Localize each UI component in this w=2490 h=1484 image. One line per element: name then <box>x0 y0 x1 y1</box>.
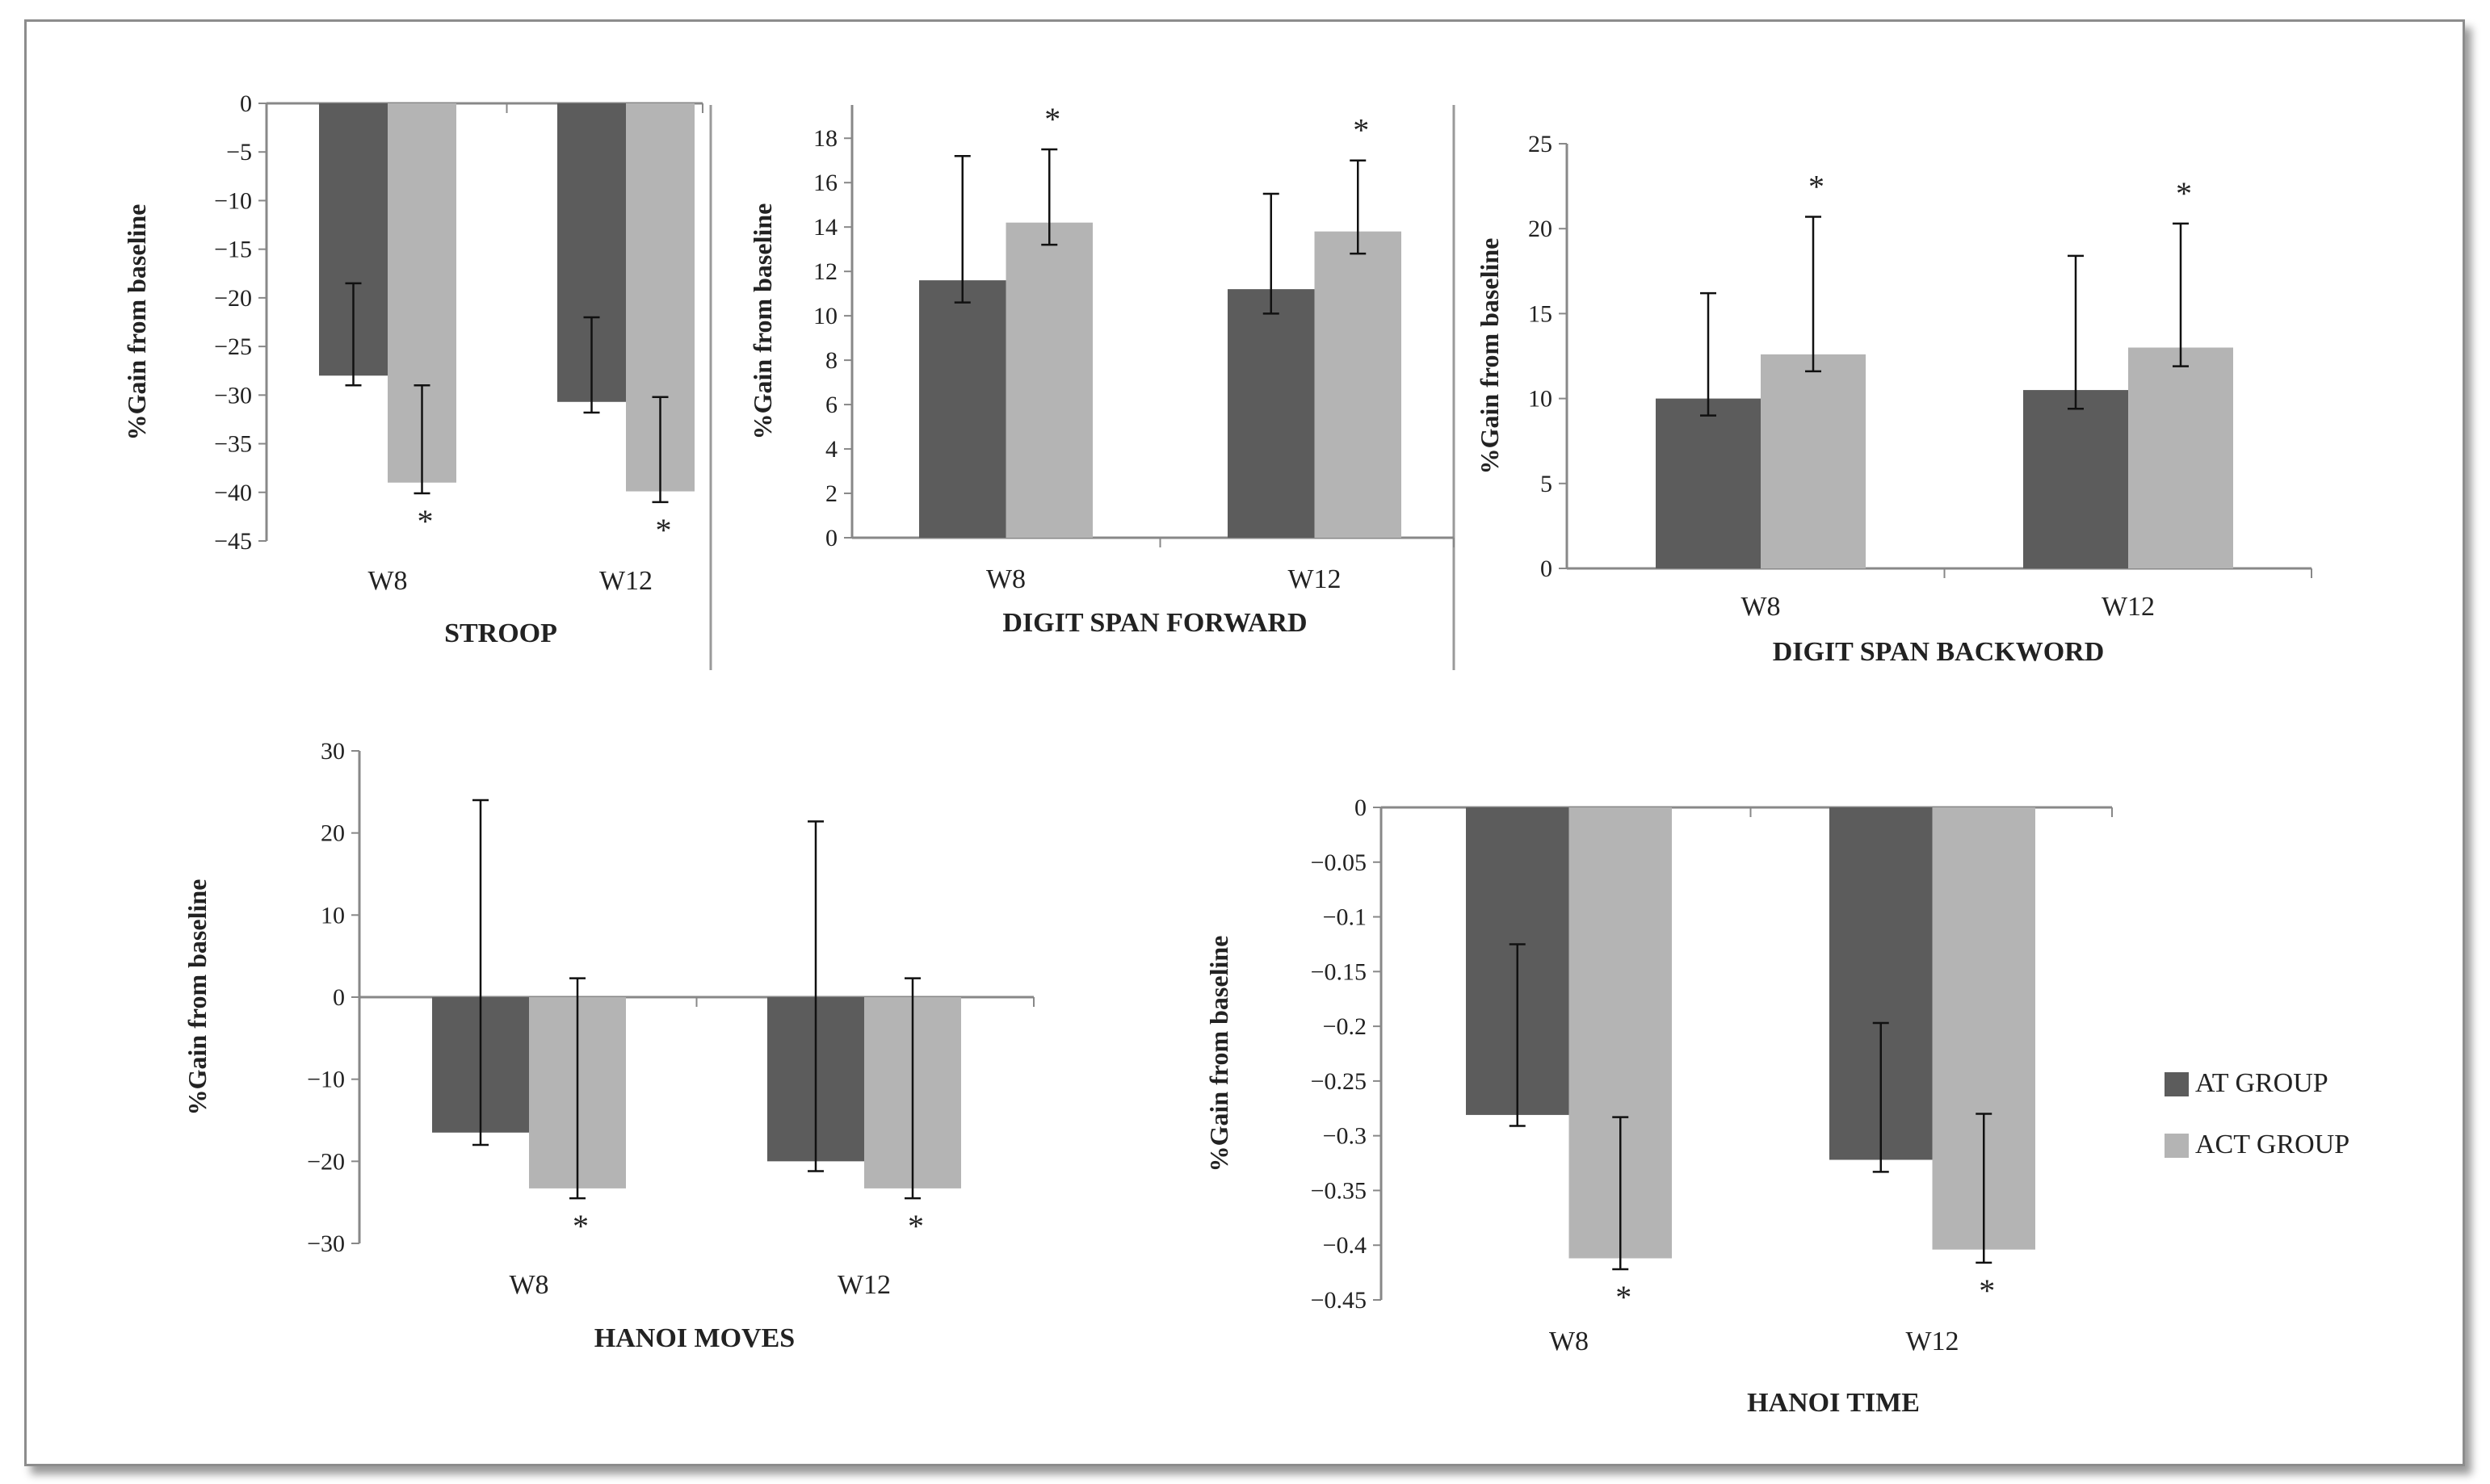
bar <box>1761 354 1866 568</box>
x-category-label: W8 <box>986 564 1026 594</box>
y-tick-label: 2 <box>825 480 838 507</box>
y-tick-label: 15 <box>1528 300 1552 327</box>
bar <box>919 280 1006 538</box>
y-tick-label: 20 <box>321 820 345 847</box>
y-tick-label: 0 <box>825 525 838 551</box>
x-category-label: W8 <box>1740 592 1780 622</box>
y-tick-label: −40 <box>214 480 252 506</box>
y-tick-label: 5 <box>1540 471 1552 497</box>
y-tick-label: 0 <box>333 984 345 1011</box>
bar <box>1314 231 1401 538</box>
significance-star: * <box>1353 112 1369 149</box>
y-tick-label: 14 <box>813 214 838 241</box>
significance-star: * <box>2176 175 2192 212</box>
y-tick-label: −0.25 <box>1311 1068 1367 1095</box>
chart-title: DIGIT SPAN FORWARD <box>1002 608 1307 638</box>
y-tick-label: 10 <box>813 303 838 329</box>
x-category-label: W8 <box>509 1270 548 1300</box>
significance-star: * <box>908 1208 924 1244</box>
chart-title: HANOI MOVES <box>594 1323 795 1353</box>
bar <box>1006 222 1093 538</box>
y-tick-label: −10 <box>214 187 252 214</box>
y-tick-label: 18 <box>813 125 838 152</box>
y-tick-label: 10 <box>1528 386 1552 413</box>
y-tick-label: −0.4 <box>1323 1232 1367 1259</box>
significance-star: * <box>1808 168 1824 204</box>
y-tick-label: −30 <box>214 382 252 409</box>
significance-star: * <box>573 1208 589 1244</box>
x-category-label: W12 <box>599 566 653 596</box>
y-axis-label: %Gain from baseline <box>122 204 151 441</box>
y-axis-label: %Gain from baseline <box>1204 936 1233 1172</box>
legend: AT GROUP ACT GROUP <box>2165 1068 2349 1159</box>
y-tick-label: 6 <box>825 392 838 418</box>
significance-star: * <box>1979 1272 1995 1309</box>
y-tick-label: 10 <box>321 902 345 929</box>
x-category-label: W12 <box>2102 592 2155 622</box>
significance-star: * <box>656 512 672 548</box>
y-tick-label: −0.15 <box>1311 958 1367 985</box>
y-tick-label: −45 <box>214 528 252 555</box>
y-tick-label: −15 <box>214 237 252 263</box>
y-axis-label: %Gain from baseline <box>1475 238 1504 475</box>
y-tick-label: −0.1 <box>1323 904 1367 931</box>
y-tick-label: 0 <box>1354 794 1367 821</box>
chart-title: HANOI TIME <box>1747 1388 1920 1418</box>
significance-star: * <box>1615 1279 1631 1315</box>
bar <box>2128 347 2233 568</box>
legend-label-at: AT GROUP <box>2195 1068 2328 1098</box>
y-tick-label: 16 <box>813 170 838 196</box>
chart-title: DIGIT SPAN BACKWORD <box>1773 637 2105 667</box>
legend-swatch-at <box>2165 1072 2189 1096</box>
y-tick-label: 0 <box>240 90 252 117</box>
legend-swatch-act <box>2165 1134 2189 1158</box>
x-category-label: W12 <box>1287 564 1341 594</box>
x-category-label: W8 <box>367 566 407 596</box>
x-category-label: W8 <box>1549 1327 1589 1356</box>
y-tick-label: −25 <box>214 333 252 360</box>
y-tick-label: 25 <box>1528 131 1552 157</box>
y-tick-label: −30 <box>307 1230 345 1257</box>
y-tick-label: −0.2 <box>1323 1013 1367 1040</box>
significance-star: * <box>1044 101 1060 137</box>
legend-label-act: ACT GROUP <box>2195 1130 2349 1159</box>
y-tick-label: −35 <box>214 431 252 458</box>
significance-star: * <box>418 503 434 539</box>
y-tick-label: 30 <box>321 738 345 765</box>
y-tick-label: −10 <box>307 1067 345 1093</box>
y-axis-label: %Gain from baseline <box>748 203 777 440</box>
y-tick-label: 12 <box>813 258 838 285</box>
y-tick-label: −0.45 <box>1311 1287 1367 1314</box>
y-tick-label: 8 <box>825 347 838 374</box>
y-axis-label: %Gain from baseline <box>183 879 212 1116</box>
y-tick-label: −0.35 <box>1311 1177 1367 1204</box>
y-tick-label: −0.3 <box>1323 1123 1367 1150</box>
x-category-label: W12 <box>1905 1327 1959 1356</box>
y-tick-label: 20 <box>1528 216 1552 242</box>
bar <box>1656 398 1761 568</box>
y-tick-label: −20 <box>307 1148 345 1175</box>
bar <box>2023 390 2128 568</box>
chart-title: STROOP <box>444 618 557 648</box>
y-tick-label: −0.05 <box>1311 849 1367 876</box>
x-category-label: W12 <box>838 1270 891 1300</box>
y-tick-label: 0 <box>1540 555 1552 582</box>
y-tick-label: −20 <box>214 285 252 312</box>
y-tick-label: 4 <box>825 436 838 463</box>
bar <box>1228 289 1315 538</box>
y-tick-label: −5 <box>226 139 252 166</box>
